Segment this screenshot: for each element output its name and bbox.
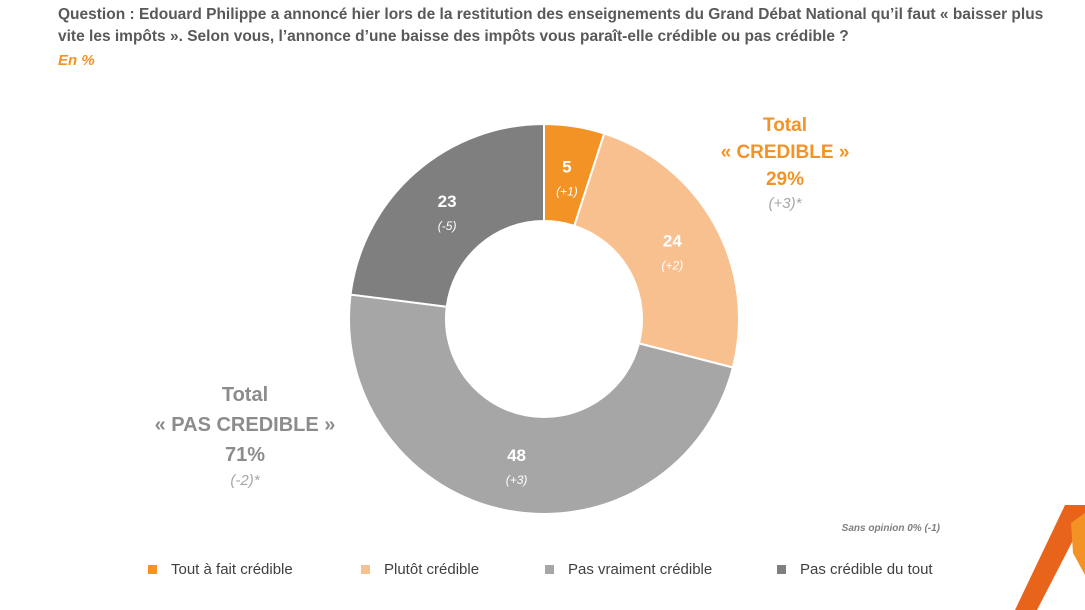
question-text: Question : Edouard Philippe a annoncé hi… [58,6,1044,45]
legend-label: Pas crédible du tout [800,561,933,578]
legend-item-pas-credible-du-tout: Pas crédible du tout [777,561,933,578]
legend-swatch-icon [777,565,786,574]
legend-label: Pas vraiment crédible [568,561,713,578]
total-credible: Total « CREDIBLE » 29% (+3)* [700,112,870,215]
unit-label: En % [58,52,95,69]
total-credible-line2: « CREDIBLE » [720,142,850,163]
total-pas-credible-line2: « PAS CREDIBLE » [154,414,336,436]
donut-slice-1 [573,132,740,369]
legend-item-tout-a-fait-credible: Tout à fait crédible [148,561,293,578]
total-credible-line1: Total [763,115,807,136]
total-credible-value: 29% [765,169,805,190]
slice-delta-label: (-5) [438,219,457,233]
brand-logo-icon [1015,505,1085,610]
slice-delta-label: (+3) [506,473,528,487]
footnote-sans-opinion: Sans opinion 0% (-1) [841,523,940,534]
total-pas-credible-delta: (-2)* [230,472,260,489]
legend-label: Tout à fait crédible [171,561,293,578]
slice-delta-label: (+2) [662,258,684,272]
slice-value-label: 23 [438,192,457,211]
donut-slice-2 [348,293,735,515]
total-pas-credible: Total « PAS CREDIBLE » 71% (-2)* [130,380,360,492]
legend-item-plutot-credible: Plutôt crédible [361,561,479,578]
legend-swatch-icon [148,565,157,574]
slice-value-label: 48 [507,446,526,465]
donut-slice-3 [349,122,545,308]
legend-swatch-icon [545,565,554,574]
slice-value-label: 5 [562,157,571,176]
total-credible-delta: (+3)* [768,195,802,212]
slice-value-label: 24 [663,231,682,250]
slice-delta-label: (+1) [556,184,578,198]
total-pas-credible-line1: Total [221,384,269,406]
chart-legend: Tout à fait crédible Plutôt crédible Pas… [0,561,1085,581]
total-pas-credible-value: 71% [224,444,266,466]
logo-stroke-light [1071,513,1085,575]
legend-swatch-icon [361,565,370,574]
legend-label: Plutôt crédible [384,561,480,578]
legend-item-pas-vraiment-credible: Pas vraiment crédible [545,561,712,578]
logo-stroke-dark [1015,505,1085,610]
